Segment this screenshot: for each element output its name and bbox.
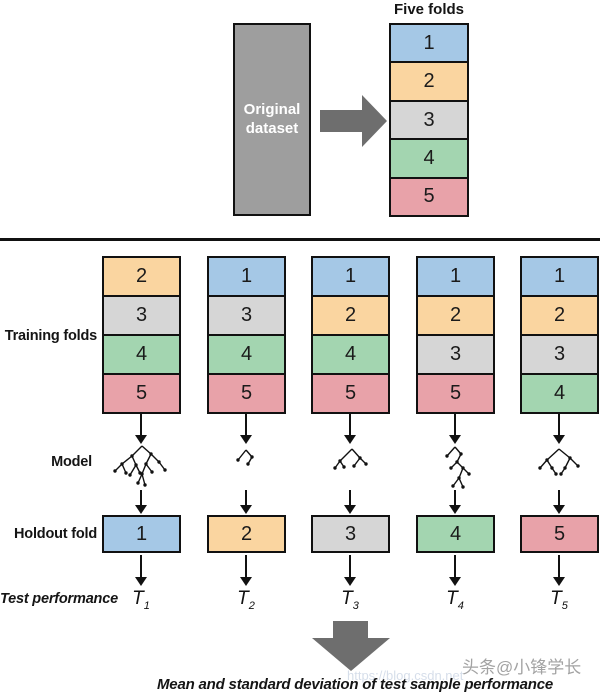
training-fold-cell: 2 bbox=[418, 297, 493, 336]
down-arrow-icon bbox=[349, 555, 352, 577]
down-arrow-icon bbox=[349, 490, 352, 505]
down-arrow-icon bbox=[245, 555, 248, 577]
top-fold-column: 1 2 3 4 5 bbox=[389, 23, 469, 217]
training-column: 1 2 4 5 bbox=[311, 256, 390, 414]
holdout-fold-box: 5 bbox=[520, 515, 599, 553]
right-arrow-head-icon bbox=[362, 95, 387, 147]
training-fold-cell: 5 bbox=[313, 375, 388, 412]
original-dataset-label-line1: Original bbox=[243, 100, 301, 118]
training-fold-cell: 2 bbox=[313, 297, 388, 336]
decision-tree-icon bbox=[110, 443, 174, 491]
test-performance-label: T5 bbox=[550, 588, 568, 612]
training-fold-cell: 4 bbox=[104, 336, 179, 375]
training-fold-cell: 5 bbox=[418, 375, 493, 412]
watermark: 头条@小锋学长 bbox=[462, 658, 582, 677]
training-fold-cell: 5 bbox=[209, 375, 284, 412]
down-arrow-icon bbox=[558, 490, 561, 505]
down-arrow-icon bbox=[245, 414, 248, 435]
training-column: 1 2 3 5 bbox=[416, 256, 495, 414]
five-folds-label: Five folds bbox=[393, 1, 464, 18]
big-down-arrow-icon bbox=[333, 621, 368, 638]
training-fold-cell: 4 bbox=[522, 375, 597, 412]
faint-url-watermark: https://blog.csdn.net bbox=[347, 668, 464, 683]
big-down-arrow-head-icon bbox=[312, 638, 390, 671]
training-fold-cell: 1 bbox=[209, 258, 284, 297]
down-arrow-icon bbox=[140, 490, 143, 505]
training-fold-cell: 3 bbox=[522, 336, 597, 375]
training-fold-cell: 3 bbox=[418, 336, 493, 375]
training-fold-cell: 3 bbox=[104, 297, 179, 336]
holdout-fold-box: 3 bbox=[311, 515, 390, 553]
down-arrow-icon bbox=[558, 555, 561, 577]
training-fold-cell: 1 bbox=[522, 258, 597, 297]
section-divider bbox=[0, 238, 600, 241]
fold-cell: 3 bbox=[391, 101, 467, 141]
training-fold-cell: 5 bbox=[104, 375, 179, 412]
training-fold-cell: 2 bbox=[104, 258, 179, 297]
row-label-test-performance: Test performance bbox=[0, 591, 118, 607]
down-arrow-icon bbox=[140, 414, 143, 435]
test-performance-label: T3 bbox=[341, 588, 359, 612]
row-label-model: Model bbox=[51, 454, 92, 470]
original-dataset-box: Original dataset bbox=[233, 23, 311, 216]
decision-tree-icon bbox=[535, 446, 583, 480]
fold-cell: 1 bbox=[391, 25, 467, 64]
training-fold-cell: 2 bbox=[522, 297, 597, 336]
fold-cell: 4 bbox=[391, 140, 467, 179]
down-arrow-icon bbox=[558, 414, 561, 435]
training-fold-cell: 1 bbox=[313, 258, 388, 297]
holdout-fold-box: 2 bbox=[207, 515, 286, 553]
fold-cell: 5 bbox=[391, 178, 467, 216]
right-arrow-icon bbox=[320, 110, 362, 132]
training-fold-cell: 3 bbox=[209, 297, 284, 336]
test-performance-label: T4 bbox=[446, 588, 464, 612]
down-arrow-icon bbox=[245, 490, 248, 505]
test-performance-label: T1 bbox=[132, 588, 150, 612]
fold-cell: 2 bbox=[391, 63, 467, 102]
down-arrow-icon bbox=[454, 490, 457, 505]
test-performance-label: T2 bbox=[237, 588, 255, 612]
caption: Mean and standard deviation of test samp… bbox=[157, 676, 553, 693]
row-label-holdout-fold: Holdout fold bbox=[14, 526, 97, 542]
decision-tree-icon bbox=[438, 444, 472, 490]
holdout-fold-box: 4 bbox=[416, 515, 495, 553]
holdout-fold-box: 1 bbox=[102, 515, 181, 553]
down-arrow-icon bbox=[454, 555, 457, 577]
training-column: 2 3 4 5 bbox=[102, 256, 181, 414]
training-column: 1 2 3 4 bbox=[520, 256, 599, 414]
down-arrow-icon bbox=[454, 414, 457, 435]
row-label-training-folds: Training folds bbox=[4, 328, 97, 344]
training-column: 1 3 4 5 bbox=[207, 256, 286, 414]
down-arrow-icon bbox=[140, 555, 143, 577]
original-dataset-label-line2: dataset bbox=[245, 119, 299, 137]
down-arrow-icon bbox=[349, 414, 352, 435]
training-fold-cell: 4 bbox=[209, 336, 284, 375]
decision-tree-icon bbox=[330, 446, 370, 476]
decision-tree-icon bbox=[233, 447, 259, 473]
training-fold-cell: 1 bbox=[418, 258, 493, 297]
training-fold-cell: 4 bbox=[313, 336, 388, 375]
